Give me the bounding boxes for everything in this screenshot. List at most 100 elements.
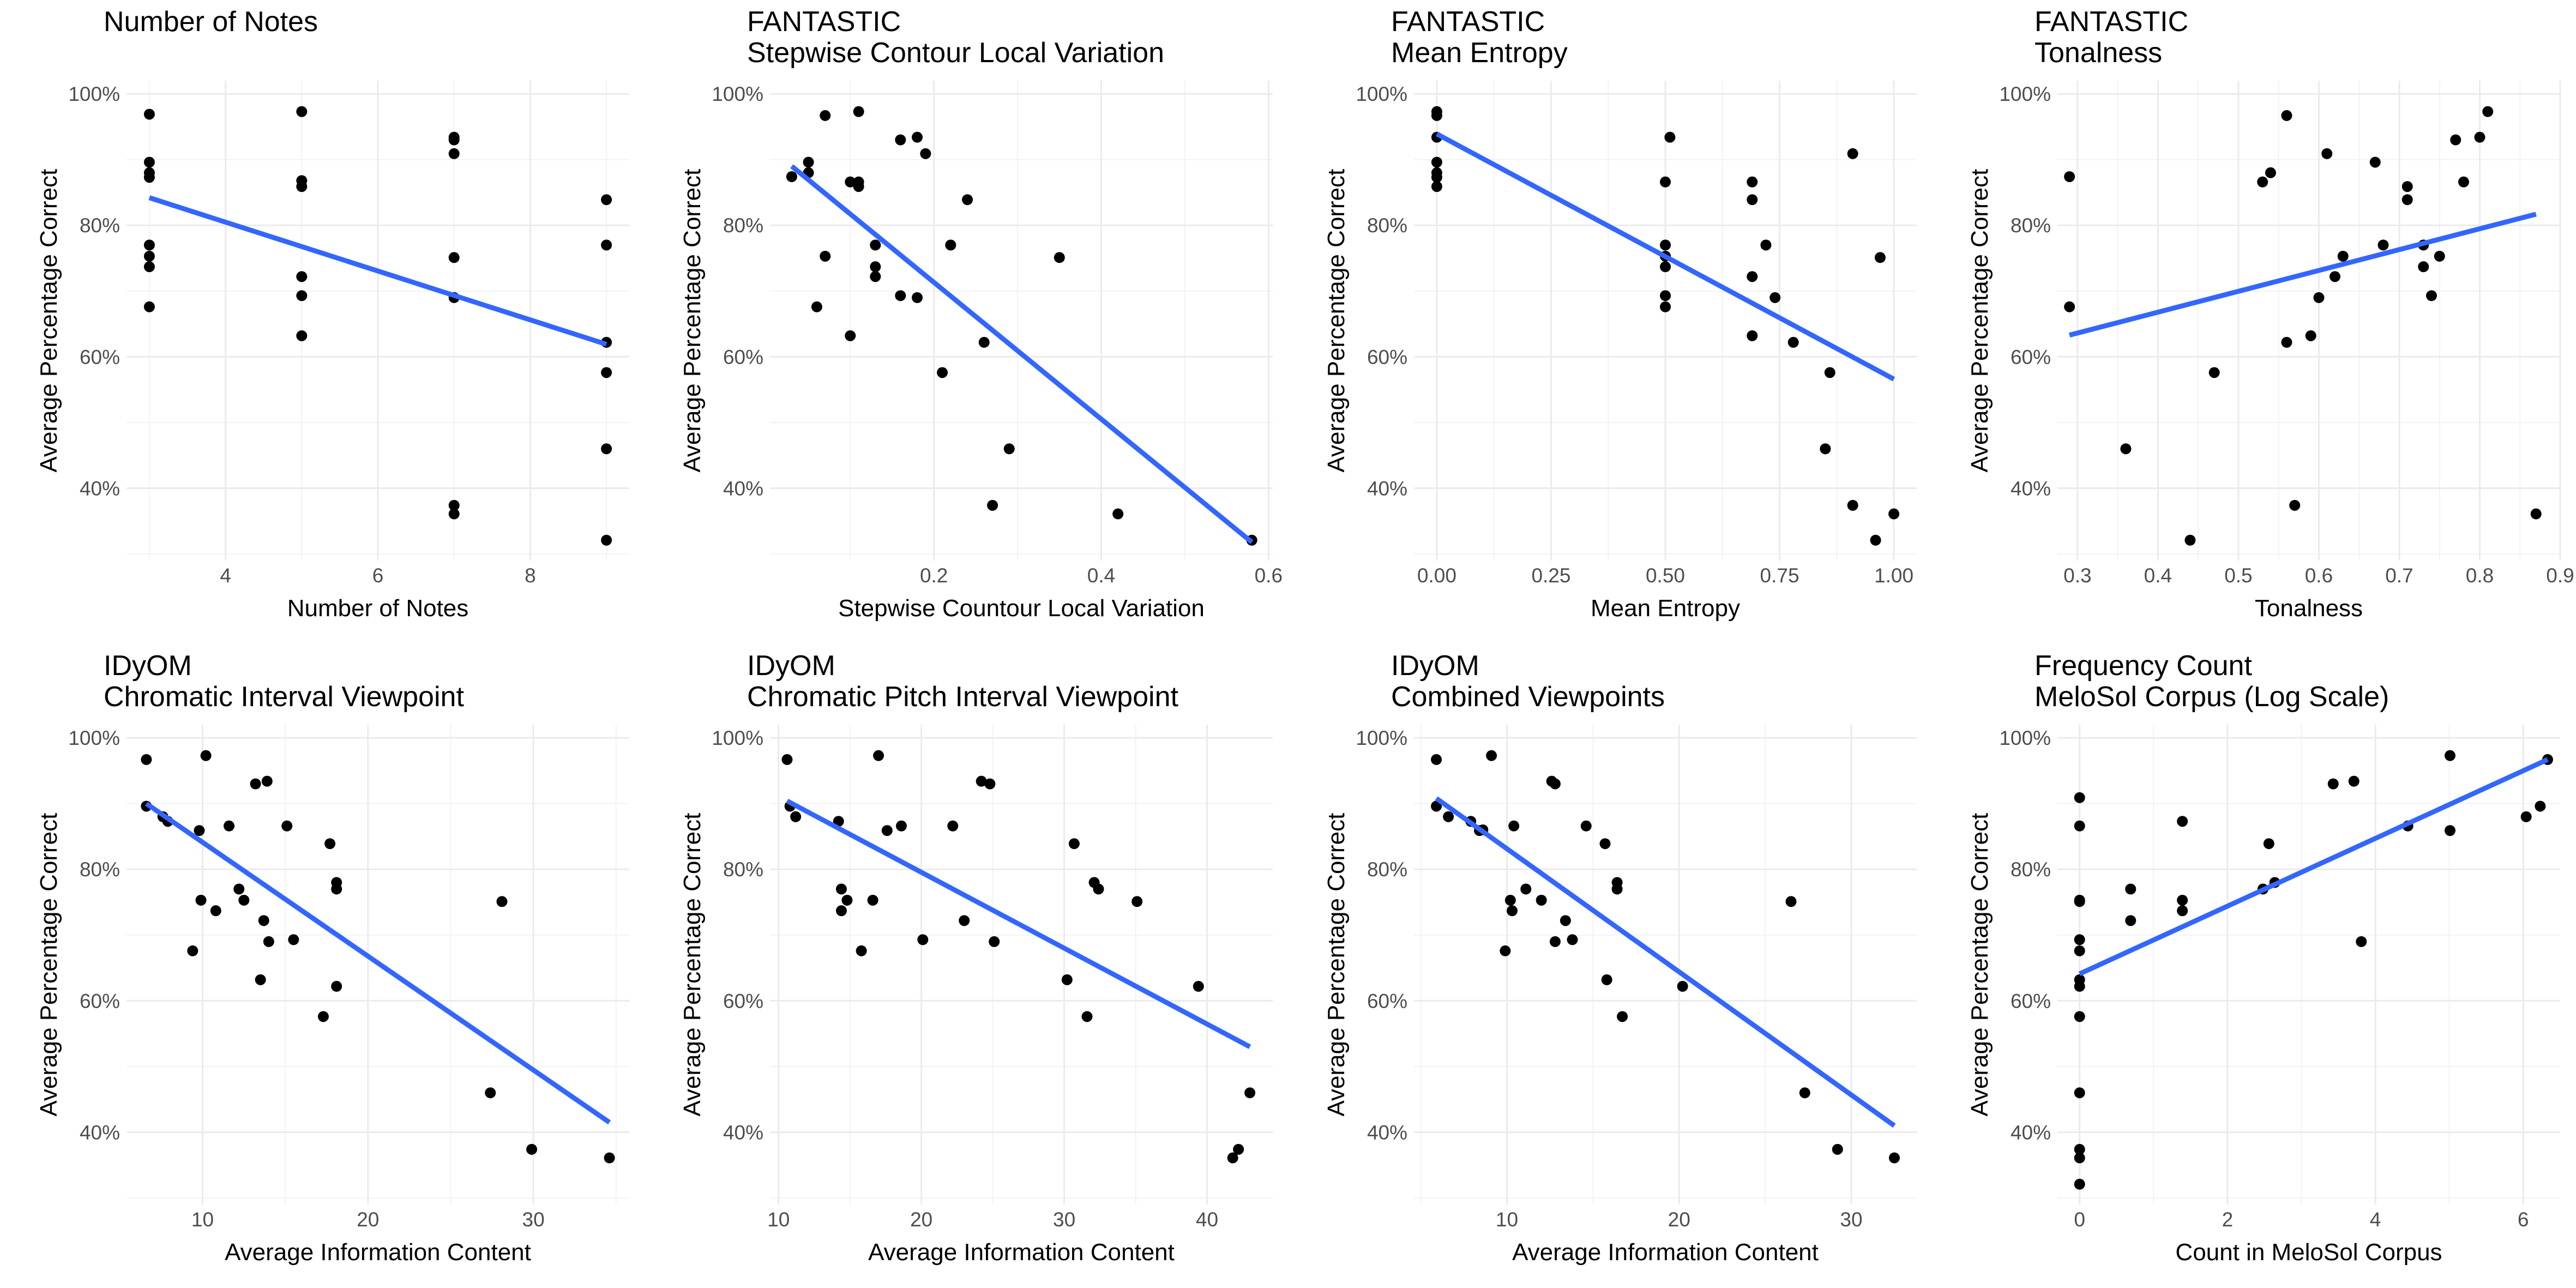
- data-point: [143, 157, 155, 168]
- data-point: [917, 934, 929, 946]
- data-point: [895, 290, 906, 302]
- data-point: [2482, 106, 2494, 117]
- x-tick-label: 0.9: [2546, 564, 2574, 587]
- data-point: [1760, 239, 1772, 251]
- data-point: [2257, 176, 2268, 188]
- data-point: [1787, 336, 1799, 348]
- panel-subtitle: MeloSol Corpus (Log Scale): [2035, 681, 2389, 713]
- x-axis-label: Tonalness: [2255, 595, 2363, 622]
- x-axis-label: Average Information Content: [225, 1239, 531, 1266]
- data-point: [1660, 239, 1671, 251]
- regression-line: [786, 798, 1251, 1049]
- data-point: [2450, 134, 2461, 146]
- data-point: [200, 750, 212, 761]
- data-point: [1664, 131, 1676, 143]
- data-point: [2074, 1143, 2085, 1155]
- data-point: [1081, 1011, 1093, 1022]
- data-point: [141, 754, 152, 765]
- data-point: [811, 301, 822, 312]
- data-point: [187, 945, 198, 956]
- y-tick-label: 80%: [2011, 858, 2051, 881]
- panel-title: FANTASTIC: [2035, 6, 2188, 38]
- y-tick-label: 40%: [2011, 1121, 2051, 1143]
- data-point: [2458, 176, 2469, 188]
- x-tick-label: 40: [1196, 1208, 1218, 1231]
- y-tick-label: 40%: [80, 1121, 120, 1143]
- data-point: [1068, 838, 1080, 850]
- data-point: [959, 915, 970, 926]
- data-point: [281, 820, 293, 832]
- x-tick-label: 0.4: [2144, 564, 2172, 587]
- data-point: [1112, 508, 1124, 520]
- data-point: [258, 915, 269, 926]
- x-tick-label: 30: [522, 1208, 545, 1231]
- data-point: [250, 778, 261, 790]
- x-tick-label: 0.6: [2305, 564, 2333, 587]
- data-point: [978, 336, 990, 348]
- scatter-panel-7: 10 20 30 40% 60% 80% 100% Average Information C…: [1323, 650, 1917, 1266]
- x-tick-label: 20: [910, 1208, 932, 1231]
- data-point: [143, 239, 155, 251]
- data-point: [2474, 131, 2485, 143]
- y-axis-label: Average Percentage Correct: [1323, 813, 1350, 1117]
- data-point: [448, 499, 460, 511]
- data-point: [1431, 181, 1442, 192]
- y-axis-label: Average Percentage Correct: [35, 813, 62, 1117]
- y-axis-label: Average Percentage Correct: [1966, 813, 1993, 1117]
- data-point: [296, 330, 308, 341]
- x-axis-label: Average Information Content: [1512, 1239, 1819, 1266]
- data-point: [947, 820, 959, 832]
- y-tick-label: 100%: [1999, 727, 2051, 749]
- x-tick-label: 0.2: [920, 564, 948, 587]
- data-point: [2378, 239, 2389, 251]
- y-tick-label: 80%: [80, 214, 120, 237]
- data-point: [853, 176, 864, 188]
- data-point: [261, 775, 273, 787]
- panel-title: FANTASTIC: [1391, 6, 1545, 38]
- y-tick-label: 60%: [2011, 346, 2051, 368]
- y-tick-label: 100%: [1999, 83, 2051, 105]
- x-tick-label: 8: [525, 564, 536, 587]
- scatter-panel-1: 4 6 8 40% 60% 80% 100% Number of Notes Average P…: [35, 6, 629, 622]
- data-point: [331, 980, 342, 992]
- data-point: [1431, 801, 1442, 812]
- data-point: [2125, 883, 2136, 895]
- regression-line: [2068, 212, 2537, 338]
- x-tick-label: 10: [1496, 1208, 1518, 1231]
- x-tick-label: 1.00: [1874, 564, 1913, 587]
- data-point: [1486, 750, 1497, 761]
- data-point: [1431, 157, 1442, 168]
- data-point: [820, 110, 831, 121]
- data-point: [2263, 838, 2274, 850]
- data-point: [1677, 980, 1688, 992]
- data-point: [2356, 936, 2367, 947]
- data-point: [2434, 250, 2445, 262]
- data-point: [870, 261, 881, 273]
- data-point: [2074, 896, 2085, 907]
- data-point: [317, 1011, 329, 1022]
- y-tick-label: 60%: [723, 346, 763, 368]
- y-tick-label: 60%: [2011, 990, 2051, 1012]
- y-tick-label: 60%: [1367, 346, 1407, 368]
- data-point: [485, 1087, 496, 1099]
- x-tick-label: 0.6: [1255, 564, 1283, 587]
- y-tick-label: 40%: [80, 477, 120, 499]
- x-tick-label: 6: [372, 564, 384, 587]
- data-point: [1580, 820, 1592, 832]
- regression-line: [1435, 131, 1895, 382]
- data-point: [2074, 1152, 2085, 1164]
- data-point: [790, 811, 802, 822]
- data-point: [1431, 754, 1442, 765]
- data-point: [210, 905, 221, 917]
- panel-title: IDyOM: [1391, 650, 1479, 682]
- x-axis-label: Average Information Content: [868, 1239, 1175, 1266]
- data-point: [987, 499, 998, 511]
- data-point: [1431, 172, 1442, 183]
- data-point: [1506, 905, 1518, 917]
- data-point: [601, 367, 612, 378]
- y-tick-label: 80%: [80, 858, 120, 881]
- data-point: [1847, 499, 1858, 511]
- data-point: [2074, 934, 2085, 946]
- data-point: [1549, 778, 1561, 790]
- data-point: [2125, 915, 2136, 926]
